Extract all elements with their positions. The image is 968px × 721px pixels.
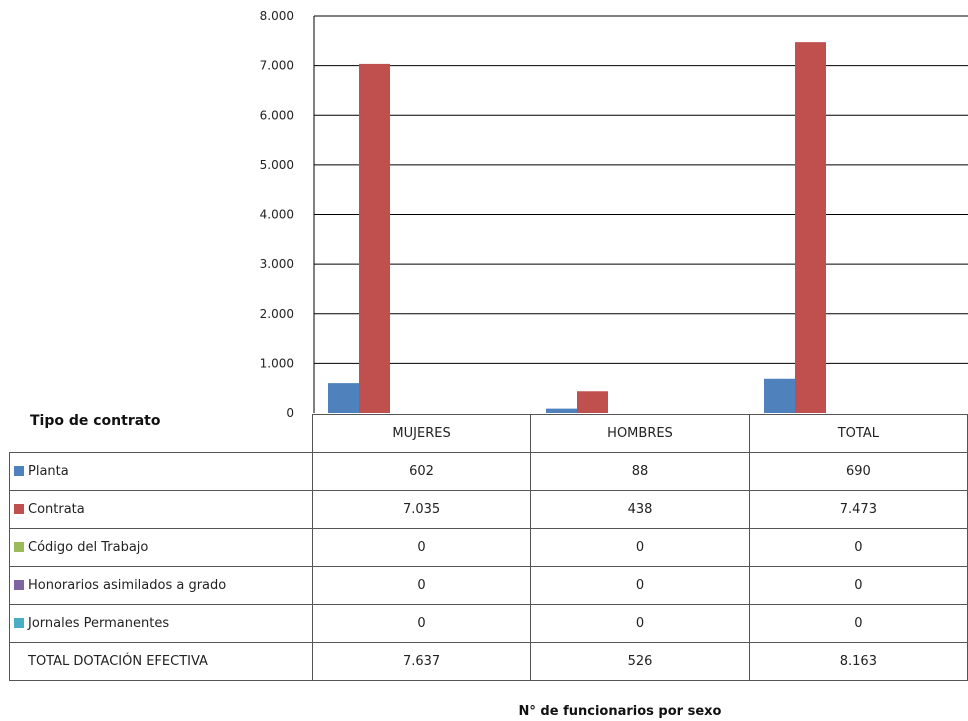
y-tick-label: 8.000 [260,9,294,23]
table-cell: 7.637 [311,642,532,681]
legend-swatch-honorarios [14,580,24,590]
legend-swatch-jornales-permanentes [14,618,24,628]
column-header-total: TOTAL [748,414,968,453]
table-row-contrata: Contrata 7.035 438 7.473 [9,490,968,529]
table-cell: 0 [530,528,750,567]
y-tick-label: 2.000 [260,307,294,321]
table-cell: 0 [748,604,968,643]
y-tick-label: 4.000 [260,208,294,222]
table-cell: 0 [311,528,532,567]
data-table: MUJERES HOMBRES TOTAL Planta 602 88 690 … [9,414,968,681]
table-cell: 0 [530,566,750,605]
row-label: Código del Trabajo [28,540,149,555]
table-corner-cell [10,415,313,453]
legend-swatch-codigo-del-trabajo [14,542,24,552]
bar-mujeres-2 [359,63,390,414]
table-row-codigo-del-trabajo: Código del Trabajo 0 0 0 [9,528,968,567]
bar-total-1 [764,378,795,413]
table-cell: 7.473 [748,490,968,529]
table-cell: 0 [748,528,968,567]
row-label: TOTAL DOTACIÓN EFECTIVA [28,654,208,669]
table-cell: 0 [748,566,968,605]
table-cell: 7.035 [311,490,532,529]
legend-swatch-contrata [14,504,24,514]
table-cell: 0 [530,604,750,643]
y-tick-label: 7.000 [260,59,294,73]
y-tick-label: 3.000 [260,257,294,271]
table-cell: 602 [311,452,532,491]
table-cell: 88 [530,452,750,491]
column-header-mujeres: MUJERES [311,414,532,453]
table-cell: 8.163 [748,642,968,681]
y-tick-label: 1.000 [260,356,294,370]
row-label: Honorarios asimilados a grado [28,578,227,593]
table-cell: 0 [311,566,532,605]
table-row-jornales-permanentes: Jornales Permanentes 0 0 0 [9,604,968,643]
table-cell: 438 [530,490,750,529]
table-row-planta: Planta 602 88 690 [9,452,968,491]
row-label: Jornales Permanentes [28,616,170,631]
legend-swatch-planta [14,466,24,476]
row-label: Planta [28,464,69,479]
y-tick-label: 5.000 [260,158,294,172]
column-header-hombres: HOMBRES [530,414,750,453]
table-header-row: MUJERES HOMBRES TOTAL [10,414,968,453]
bar-hombres-1 [546,408,577,413]
y-tick-label: 6.000 [260,108,294,122]
table-cell: 690 [748,452,968,491]
bar-total-2 [795,42,826,413]
y-tick-label: 0 [286,406,294,420]
chart-title: N° de funcionarios por sexo [518,704,722,719]
table-corner-label: Tipo de contrato [30,413,161,429]
table-cell: 526 [530,642,750,681]
table-cell: 0 [311,604,532,643]
bar-mujeres-1 [328,383,359,413]
table-row-total: TOTAL DOTACIÓN EFECTIVA 7.637 526 8.163 [9,642,968,681]
table-row-honorarios: Honorarios asimilados a grado 0 0 0 [9,566,968,605]
row-label: Contrata [28,502,85,517]
bar-hombres-2 [577,391,608,413]
